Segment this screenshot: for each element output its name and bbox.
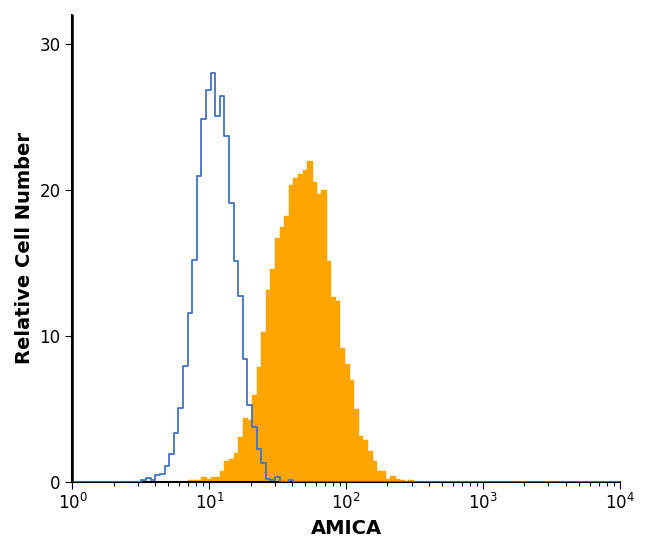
Y-axis label: Relative Cell Number: Relative Cell Number — [15, 132, 34, 364]
X-axis label: AMICA: AMICA — [311, 519, 382, 538]
